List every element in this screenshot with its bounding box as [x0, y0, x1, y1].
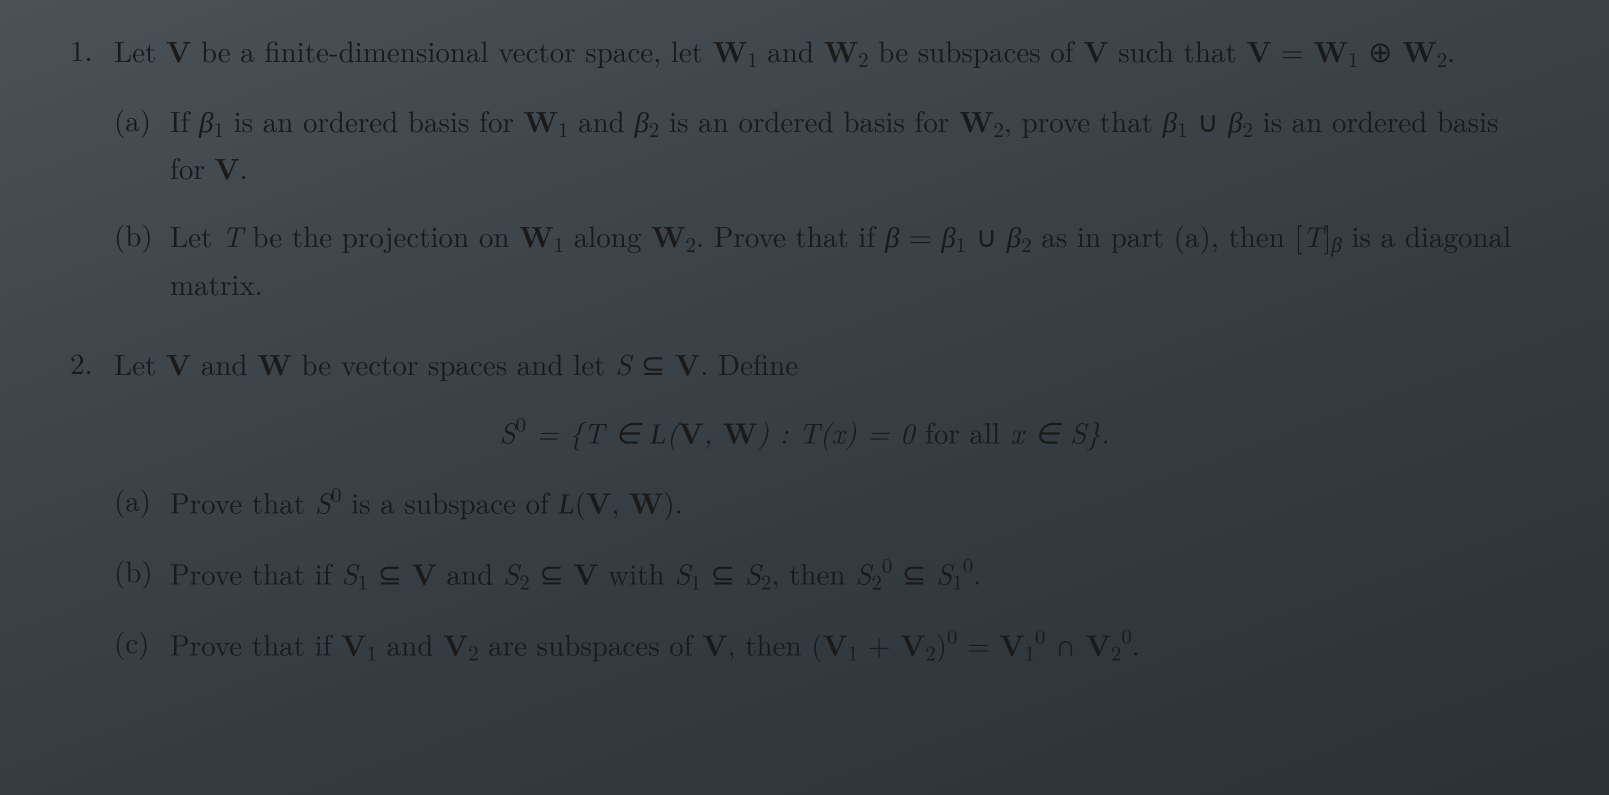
problem-2-text: Let V and W be vector spaces and let S ⊆…	[114, 341, 1539, 387]
problem-1b-text: Let T be the projection on W1 along W2. …	[170, 213, 1539, 307]
problem-2c: (c) Prove that if V1 and V2 are subspace…	[114, 620, 1539, 669]
problem-1a: (a) If β1 is an ordered basis for W1 and…	[114, 98, 1539, 192]
problem-2a: (a) Prove that S0 is a subspace of L(V, …	[114, 478, 1539, 527]
problem-2-display-equation: S0 = {T ∈ L(V, W) : T(x) = 0 for all x ∈…	[70, 409, 1539, 452]
problem-2b-text: Prove that if S1 ⊆ V and S2 ⊆ V with S1 …	[170, 549, 1539, 598]
problem-1-text: Let V be a finite-dimensional vector spa…	[114, 28, 1539, 76]
problem-2a-text: Prove that S0 is a subspace of L(V, W).	[170, 478, 1539, 527]
problem-1-statement: 1. Let V be a finite-dimensional vector …	[70, 28, 1539, 76]
problem-1b-label: (b)	[114, 213, 170, 258]
problem-1a-label: (a)	[114, 98, 170, 143]
problem-2c-text: Prove that if V1 and V2 are subspaces of…	[170, 620, 1539, 669]
problem-2c-label: (c)	[114, 620, 170, 665]
problem-2b: (b) Prove that if S1 ⊆ V and S2 ⊆ V with…	[114, 549, 1539, 598]
problem-1b: (b) Let T be the projection on W1 along …	[114, 213, 1539, 307]
problem-2a-label: (a)	[114, 478, 170, 523]
problem-1: 1. Let V be a finite-dimensional vector …	[70, 28, 1539, 307]
problem-1a-text: If β1 is an ordered basis for W1 and β2 …	[170, 98, 1539, 192]
problem-1-number: 1.	[70, 28, 114, 73]
problem-2b-label: (b)	[114, 549, 170, 594]
problem-2-statement: 2. Let V and W be vector spaces and let …	[70, 341, 1539, 387]
problem-2-number: 2.	[70, 341, 114, 386]
page-container: 1. Let V be a finite-dimensional vector …	[0, 0, 1609, 795]
problem-2: 2. Let V and W be vector spaces and let …	[70, 341, 1539, 670]
